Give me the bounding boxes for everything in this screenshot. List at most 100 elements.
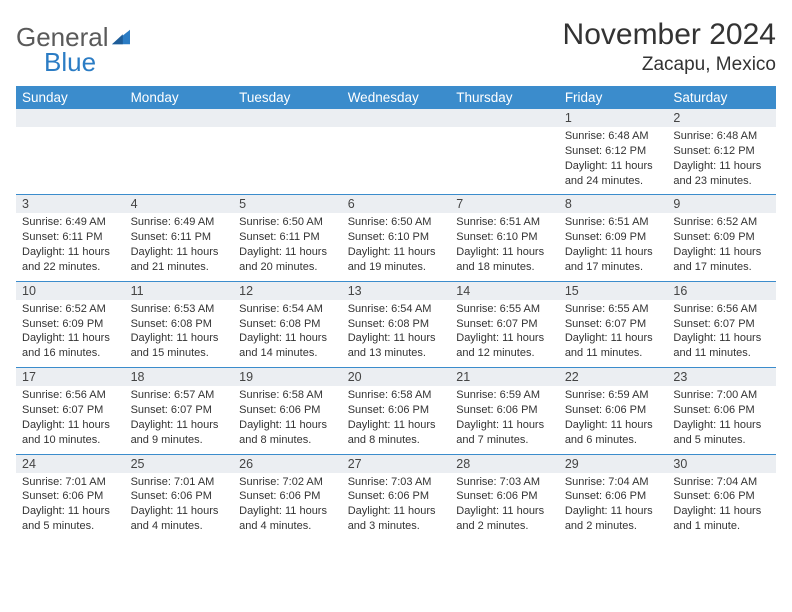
day-data-cell: Sunrise: 6:55 AMSunset: 6:07 PMDaylight:… <box>450 300 559 368</box>
sunset-line: Sunset: 6:12 PM <box>565 144 662 159</box>
day-data-cell: Sunrise: 7:00 AMSunset: 6:06 PMDaylight:… <box>667 386 776 454</box>
daylight-line: Daylight: 11 hours and 12 minutes. <box>456 331 553 361</box>
daynum-row: 12 <box>16 109 776 127</box>
day-data-cell: Sunrise: 6:48 AMSunset: 6:12 PMDaylight:… <box>667 127 776 195</box>
day-number-cell <box>450 109 559 127</box>
sunrise-line: Sunrise: 7:01 AM <box>131 475 228 490</box>
day-data-cell: Sunrise: 6:56 AMSunset: 6:07 PMDaylight:… <box>667 300 776 368</box>
day-number-cell: 18 <box>125 368 234 387</box>
sunrise-line: Sunrise: 6:50 AM <box>239 215 336 230</box>
day-number-cell: 8 <box>559 195 668 214</box>
day-number-cell: 30 <box>667 454 776 473</box>
sunset-line: Sunset: 6:06 PM <box>673 403 770 418</box>
sunrise-line: Sunrise: 6:49 AM <box>131 215 228 230</box>
day-number-cell: 7 <box>450 195 559 214</box>
day-number-cell: 15 <box>559 281 668 300</box>
sunrise-line: Sunrise: 6:55 AM <box>456 302 553 317</box>
day-data-cell: Sunrise: 6:48 AMSunset: 6:12 PMDaylight:… <box>559 127 668 195</box>
day-data-cell: Sunrise: 6:55 AMSunset: 6:07 PMDaylight:… <box>559 300 668 368</box>
daylight-line: Daylight: 11 hours and 20 minutes. <box>239 245 336 275</box>
day-header: Sunday <box>16 86 125 109</box>
sunrise-line: Sunrise: 6:56 AM <box>673 302 770 317</box>
sunrise-line: Sunrise: 6:58 AM <box>239 388 336 403</box>
sunrise-line: Sunrise: 7:03 AM <box>456 475 553 490</box>
sunrise-line: Sunrise: 7:04 AM <box>673 475 770 490</box>
day-header: Friday <box>559 86 668 109</box>
daylight-line: Daylight: 11 hours and 17 minutes. <box>673 245 770 275</box>
day-number-cell: 10 <box>16 281 125 300</box>
day-header-row: Sunday Monday Tuesday Wednesday Thursday… <box>16 86 776 109</box>
daynum-row: 3456789 <box>16 195 776 214</box>
sunset-line: Sunset: 6:11 PM <box>131 230 228 245</box>
sunrise-line: Sunrise: 7:04 AM <box>565 475 662 490</box>
day-number-cell: 17 <box>16 368 125 387</box>
sunrise-line: Sunrise: 6:57 AM <box>131 388 228 403</box>
day-data-cell: Sunrise: 6:49 AMSunset: 6:11 PMDaylight:… <box>125 213 234 281</box>
day-number-cell: 19 <box>233 368 342 387</box>
sunrise-line: Sunrise: 7:03 AM <box>348 475 445 490</box>
day-data-cell: Sunrise: 6:59 AMSunset: 6:06 PMDaylight:… <box>559 386 668 454</box>
day-data-cell: Sunrise: 6:58 AMSunset: 6:06 PMDaylight:… <box>233 386 342 454</box>
data-row: Sunrise: 6:48 AMSunset: 6:12 PMDaylight:… <box>16 127 776 195</box>
sunset-line: Sunset: 6:08 PM <box>239 317 336 332</box>
daylight-line: Daylight: 11 hours and 6 minutes. <box>565 418 662 448</box>
sunset-line: Sunset: 6:10 PM <box>348 230 445 245</box>
daylight-line: Daylight: 11 hours and 16 minutes. <box>22 331 119 361</box>
day-number-cell: 14 <box>450 281 559 300</box>
day-data-cell: Sunrise: 6:53 AMSunset: 6:08 PMDaylight:… <box>125 300 234 368</box>
day-data-cell: Sunrise: 6:54 AMSunset: 6:08 PMDaylight:… <box>342 300 451 368</box>
day-data-cell: Sunrise: 6:56 AMSunset: 6:07 PMDaylight:… <box>16 386 125 454</box>
sunset-line: Sunset: 6:08 PM <box>348 317 445 332</box>
sunrise-line: Sunrise: 7:01 AM <box>22 475 119 490</box>
day-number-cell <box>233 109 342 127</box>
day-header: Wednesday <box>342 86 451 109</box>
daylight-line: Daylight: 11 hours and 3 minutes. <box>348 504 445 534</box>
day-number-cell: 1 <box>559 109 668 127</box>
daylight-line: Daylight: 11 hours and 13 minutes. <box>348 331 445 361</box>
day-number-cell: 22 <box>559 368 668 387</box>
day-data-cell: Sunrise: 6:54 AMSunset: 6:08 PMDaylight:… <box>233 300 342 368</box>
sunrise-line: Sunrise: 6:52 AM <box>22 302 119 317</box>
location-label: Zacapu, Mexico <box>563 54 776 76</box>
day-header: Monday <box>125 86 234 109</box>
page-header: GeneralBlue November 2024 Zacapu, Mexico <box>16 18 776 78</box>
sunset-line: Sunset: 6:07 PM <box>456 317 553 332</box>
day-number-cell: 4 <box>125 195 234 214</box>
sunset-line: Sunset: 6:06 PM <box>348 403 445 418</box>
day-number-cell: 5 <box>233 195 342 214</box>
daylight-line: Daylight: 11 hours and 9 minutes. <box>131 418 228 448</box>
daylight-line: Daylight: 11 hours and 11 minutes. <box>673 331 770 361</box>
sunrise-line: Sunrise: 7:02 AM <box>239 475 336 490</box>
day-number-cell <box>342 109 451 127</box>
daylight-line: Daylight: 11 hours and 23 minutes. <box>673 159 770 189</box>
sunset-line: Sunset: 6:06 PM <box>348 489 445 504</box>
day-data-cell: Sunrise: 7:01 AMSunset: 6:06 PMDaylight:… <box>16 473 125 540</box>
day-header: Saturday <box>667 86 776 109</box>
day-data-cell: Sunrise: 6:50 AMSunset: 6:10 PMDaylight:… <box>342 213 451 281</box>
sunset-line: Sunset: 6:09 PM <box>22 317 119 332</box>
sunrise-line: Sunrise: 6:51 AM <box>565 215 662 230</box>
daylight-line: Daylight: 11 hours and 22 minutes. <box>22 245 119 275</box>
day-number-cell: 23 <box>667 368 776 387</box>
day-header: Tuesday <box>233 86 342 109</box>
daynum-row: 17181920212223 <box>16 368 776 387</box>
day-number-cell <box>125 109 234 127</box>
daylight-line: Daylight: 11 hours and 14 minutes. <box>239 331 336 361</box>
day-number-cell: 21 <box>450 368 559 387</box>
day-data-cell: Sunrise: 6:58 AMSunset: 6:06 PMDaylight:… <box>342 386 451 454</box>
day-number-cell: 6 <box>342 195 451 214</box>
sunset-line: Sunset: 6:06 PM <box>456 403 553 418</box>
daylight-line: Daylight: 11 hours and 2 minutes. <box>565 504 662 534</box>
daylight-line: Daylight: 11 hours and 5 minutes. <box>673 418 770 448</box>
sunrise-line: Sunrise: 6:50 AM <box>348 215 445 230</box>
daynum-row: 24252627282930 <box>16 454 776 473</box>
day-number-cell: 26 <box>233 454 342 473</box>
sail-icon <box>110 22 132 53</box>
day-data-cell: Sunrise: 7:01 AMSunset: 6:06 PMDaylight:… <box>125 473 234 540</box>
daylight-line: Daylight: 11 hours and 18 minutes. <box>456 245 553 275</box>
day-data-cell: Sunrise: 7:03 AMSunset: 6:06 PMDaylight:… <box>342 473 451 540</box>
sunrise-line: Sunrise: 6:58 AM <box>348 388 445 403</box>
day-number-cell: 27 <box>342 454 451 473</box>
daylight-line: Daylight: 11 hours and 17 minutes. <box>565 245 662 275</box>
day-data-cell: Sunrise: 6:51 AMSunset: 6:10 PMDaylight:… <box>450 213 559 281</box>
